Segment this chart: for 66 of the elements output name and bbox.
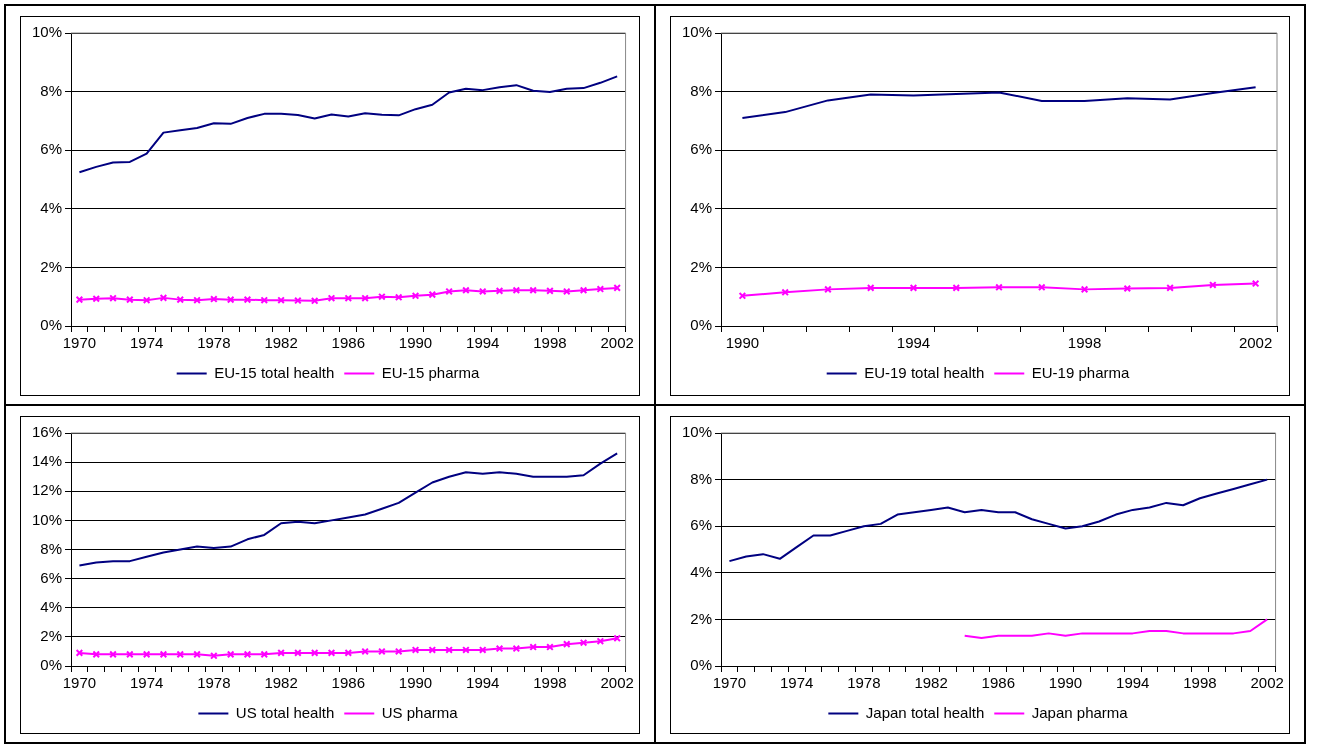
y-tick-label: 4% [690, 562, 713, 580]
legend-label: EU-19 total health [864, 363, 985, 381]
x-tick-label: 1998 [533, 334, 567, 352]
x-tick-label: 1998 [1183, 674, 1217, 692]
y-tick-label: 6% [690, 140, 713, 158]
y-tick-label: 6% [40, 140, 63, 158]
y-tick-label: 6% [40, 568, 63, 586]
x-tick-label: 1994 [1116, 674, 1150, 692]
x-tick-label: 1990 [725, 334, 760, 352]
y-tick-label: 0% [690, 656, 713, 674]
y-tick-label: 2% [690, 609, 713, 627]
x-tick-label: 1974 [129, 334, 164, 352]
y-tick-label: 8% [40, 539, 63, 557]
x-tick-label: 1990 [1048, 674, 1083, 692]
x-tick-label: 1974 [129, 674, 164, 692]
x-tick-label: 1978 [847, 674, 881, 692]
x-tick-label: 1982 [264, 674, 298, 692]
y-tick-label: 2% [690, 257, 713, 275]
y-tick-label: 14% [31, 452, 63, 470]
x-tick-label: 1986 [331, 334, 365, 352]
legend-label: US total health [235, 703, 335, 721]
x-tick-label: 1970 [62, 674, 97, 692]
x-tick-label: 2002 [600, 674, 634, 692]
y-tick-label: 10% [681, 23, 713, 41]
y-tick-label: 8% [690, 81, 713, 99]
x-tick-label: 2002 [1238, 334, 1273, 352]
x-tick-label: 1978 [197, 334, 231, 352]
y-tick-label: 16% [31, 423, 63, 441]
x-tick-label: 1982 [264, 334, 298, 352]
legend-label: Japan pharma [1031, 703, 1129, 721]
x-tick-label: 2002 [1250, 674, 1284, 692]
y-tick-label: 8% [690, 469, 713, 487]
y-tick-label: 0% [40, 656, 63, 674]
x-tick-label: 1990 [398, 674, 433, 692]
y-tick-label: 0% [40, 316, 63, 334]
x-tick-label: 1994 [466, 674, 500, 692]
y-tick-label: 10% [31, 23, 63, 41]
y-tick-label: 4% [40, 198, 63, 216]
x-tick-label: 1994 [466, 334, 500, 352]
y-tick-label: 2% [40, 627, 63, 645]
y-tick-label: 10% [681, 423, 713, 441]
x-tick-label: 1998 [1067, 334, 1102, 352]
legend-label: EU-19 pharma [1031, 363, 1130, 381]
y-tick-label: 4% [40, 597, 63, 615]
legend-label: Japan total health [865, 703, 985, 721]
x-tick-label: 1986 [331, 674, 365, 692]
x-tick-label: 1970 [62, 334, 97, 352]
x-tick-label: 1986 [981, 674, 1015, 692]
legend-label: US pharma [381, 703, 459, 721]
legend-label: EU-15 total health [214, 363, 335, 381]
x-tick-label: 1982 [914, 674, 948, 692]
y-tick-label: 0% [690, 316, 713, 334]
x-tick-label: 1970 [712, 674, 747, 692]
y-tick-label: 10% [31, 510, 63, 528]
y-tick-label: 6% [690, 516, 713, 534]
x-tick-label: 2002 [600, 334, 634, 352]
y-tick-label: 8% [40, 81, 63, 99]
y-tick-label: 4% [690, 198, 713, 216]
x-tick-label: 1974 [779, 674, 814, 692]
x-tick-label: 1978 [197, 674, 231, 692]
y-tick-label: 2% [40, 257, 63, 275]
y-tick-label: 12% [31, 481, 63, 499]
x-tick-label: 1998 [533, 674, 567, 692]
legend-label: EU-15 pharma [381, 363, 480, 381]
x-tick-label: 1990 [398, 334, 433, 352]
x-tick-label: 1994 [896, 334, 931, 352]
